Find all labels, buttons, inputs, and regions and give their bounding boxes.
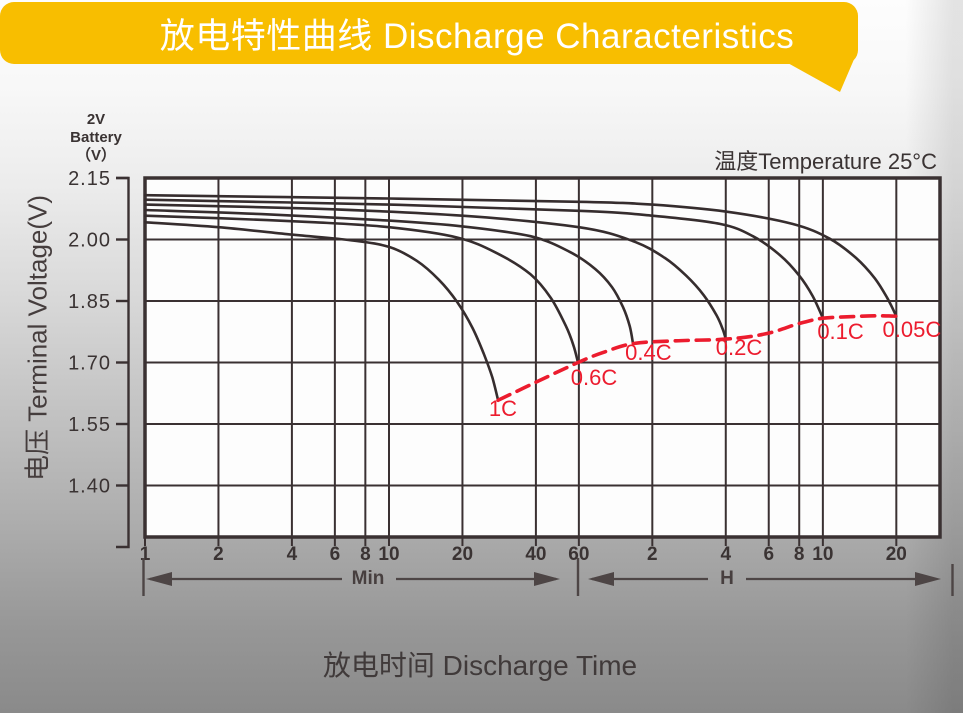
curve-label-0.6C: 0.6C <box>571 365 618 390</box>
curve-label-0.05C: 0.05C <box>883 317 942 342</box>
x-tick-label: 2 <box>647 544 658 565</box>
x-tick-label: 6 <box>330 544 341 565</box>
curve-1C <box>143 221 500 402</box>
x-tick-label: 10 <box>378 544 399 565</box>
curve-0.6C <box>143 214 580 364</box>
curve-label-0.2C: 0.2C <box>716 335 763 360</box>
battery-type-line-1: 2V <box>86 111 106 128</box>
x-tick-label: 10 <box>812 544 833 565</box>
plot-border <box>143 176 942 539</box>
minutes-section-label: Min <box>351 568 385 589</box>
curve-0.05C <box>143 193 898 318</box>
curve-label-1C: 1C <box>489 396 517 421</box>
y-tick-label: 1.55 <box>68 414 111 436</box>
curve-label-0.1C: 0.1C <box>817 319 864 344</box>
curve-0.2C <box>143 203 728 341</box>
arrowhead-left-2 <box>588 572 614 586</box>
x-tick-label: 2 <box>213 544 224 565</box>
curve-0.1C <box>143 198 825 320</box>
y-tick-label: 2.15 <box>68 168 111 190</box>
page-title: 放电特性曲线 Discharge Characteristics <box>159 16 795 56</box>
y-tick-label: 1.70 <box>68 353 111 375</box>
y-tick-label: 2.00 <box>68 230 111 252</box>
y-tick-label: 1.85 <box>68 291 111 313</box>
arrowhead-right-3 <box>915 572 941 586</box>
battery-type-line-3: （V） <box>75 147 116 164</box>
title-banner: 放电特性曲线 Discharge Characteristics <box>0 2 858 64</box>
arrowhead-left-0 <box>146 572 172 586</box>
arrowhead-right-1 <box>534 572 560 586</box>
x-tick-label: 8 <box>360 544 371 565</box>
x-tick-label: 8 <box>794 544 805 565</box>
curve-label-0.4C: 0.4C <box>625 340 672 365</box>
temperature-annotation: 温度Temperature 25°C <box>714 149 937 174</box>
battery-type-label: 2V Battery （V） <box>56 111 136 165</box>
curve-0.4C <box>143 208 635 345</box>
x-tick-label: 4 <box>287 544 298 565</box>
y-tick-label: 1.40 <box>68 476 111 498</box>
x-axis-title: 放电时间 Discharge Time <box>322 650 638 681</box>
curve-discharge-end-envelope <box>496 313 899 402</box>
x-tick-label: 20 <box>886 544 907 565</box>
x-tick-label: 60 <box>568 544 589 565</box>
x-tick-label: 4 <box>720 544 731 565</box>
battery-type-line-2: Battery <box>70 129 122 146</box>
plot-area <box>145 178 940 537</box>
hours-section-label: H <box>720 568 734 589</box>
x-tick-label: 1 <box>140 544 151 565</box>
x-tick-label: 20 <box>452 544 473 565</box>
x-tick-label: 6 <box>763 544 774 565</box>
x-tick-label: 40 <box>525 544 546 565</box>
